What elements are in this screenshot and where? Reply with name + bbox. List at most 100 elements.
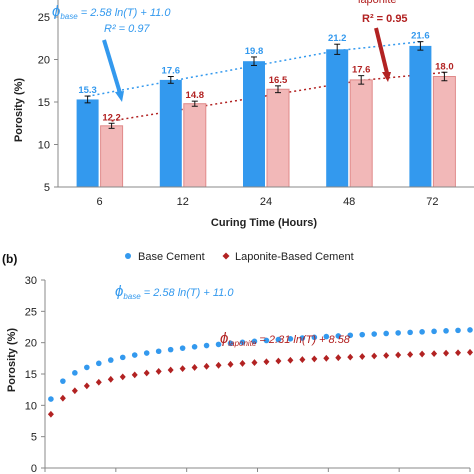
laponite-cement-point bbox=[407, 351, 414, 358]
panel-b-y-tick-label: 25 bbox=[25, 306, 37, 318]
bar-data-label: 12.2 bbox=[102, 112, 121, 123]
panel-a-lap-r2: R² = 0.95 bbox=[362, 13, 408, 25]
base-cement-point bbox=[203, 342, 210, 349]
panel-a-base-arrowhead bbox=[115, 91, 124, 102]
panel-b-y-axis-label: Porosity (%) bbox=[6, 328, 18, 393]
base-cement-bar bbox=[159, 79, 182, 187]
panel-b-lap-eq-rhs: = 2.31 ln(T) + 8.58 bbox=[256, 334, 350, 346]
laponite-cement-point bbox=[395, 351, 402, 359]
laponite-cement-point bbox=[167, 366, 174, 374]
laponite-cement-bar bbox=[349, 79, 373, 188]
laponite-cement-point bbox=[59, 394, 66, 402]
bar-data-label: 14.8 bbox=[186, 90, 205, 101]
base-trendline bbox=[87, 41, 421, 98]
panel-a-base-arrow bbox=[102, 39, 122, 94]
panel-a-y-tick-label: 25 bbox=[38, 12, 50, 24]
laponite-cement-point bbox=[323, 354, 330, 362]
bar-data-label: 21.2 bbox=[328, 33, 347, 44]
panel-a-bar-chart: 15.3 17.6 19.8 21.2 21.6 12.2 14.8 16.5 17.6 18.0… bbox=[13, 0, 474, 229]
laponite-cement-point bbox=[359, 353, 366, 360]
laponite-cement-bar bbox=[266, 88, 290, 188]
base-cement-bar bbox=[409, 45, 432, 188]
bar-data-label: 18.0 bbox=[435, 61, 454, 72]
laponite-cement-point bbox=[203, 362, 210, 370]
base-cement-point bbox=[443, 328, 449, 334]
panel-b-y-tick-label: 0 bbox=[31, 463, 37, 474]
laponite-cement-point bbox=[71, 387, 78, 395]
panel-b-lap-eq-sub: laponite bbox=[228, 339, 257, 348]
base-cement-point bbox=[143, 350, 150, 356]
laponite-cement-point bbox=[47, 410, 54, 418]
laponite-cement-point bbox=[311, 355, 318, 363]
base-cement-point bbox=[72, 370, 78, 376]
panel-a-x-tick-label: 48 bbox=[343, 196, 355, 208]
laponite-cement-point bbox=[371, 352, 378, 360]
panel-b-lap-equation: ϕlaponite = 2.31 ln(T) + 8.58 bbox=[220, 330, 351, 348]
base-cement-point bbox=[239, 339, 246, 346]
legend-laponite-marker bbox=[222, 252, 230, 260]
base-cement-point bbox=[371, 331, 378, 337]
panel-a-x-tick-label: 12 bbox=[177, 196, 189, 208]
base-cement-point bbox=[407, 329, 413, 336]
panel-b-base-eq-sub: base bbox=[123, 292, 141, 301]
base-cement-point bbox=[431, 328, 437, 335]
laponite-cement-point bbox=[419, 350, 426, 358]
laponite-cement-point bbox=[299, 356, 306, 363]
base-cement-point bbox=[191, 344, 198, 350]
laponite-cement-point bbox=[467, 348, 473, 356]
base-cement-point bbox=[311, 334, 318, 341]
legend-base-marker bbox=[125, 253, 131, 259]
panel-a-x-tick-label: 72 bbox=[426, 196, 438, 208]
laponite-cement-point bbox=[227, 360, 234, 368]
panel-b-y-tick-label: 20 bbox=[25, 338, 37, 350]
panel-a-y-tick-label: 5 bbox=[44, 182, 50, 194]
base-cement-point bbox=[323, 333, 330, 340]
bar-data-label: 16.5 bbox=[269, 75, 288, 86]
bar-data-label: 15.3 bbox=[78, 85, 97, 96]
panel-a-x-tick-label: 24 bbox=[260, 196, 272, 208]
base-cement-point bbox=[60, 378, 66, 384]
base-cement-point bbox=[347, 332, 354, 339]
bar-data-label: 21.6 bbox=[411, 31, 430, 42]
panel-b-lap-eq-symbol: ϕ bbox=[220, 330, 228, 347]
base-cement-point bbox=[119, 354, 126, 361]
laponite-cement-point bbox=[95, 378, 102, 386]
panel-a-base-eq-symbol: ϕ bbox=[52, 3, 60, 20]
laponite-cement-point bbox=[335, 354, 342, 362]
laponite-cement-point bbox=[155, 368, 162, 375]
base-cement-point bbox=[95, 360, 102, 367]
panel-b-y-tick-label: 15 bbox=[25, 369, 37, 381]
legend-laponite-label: Laponite-Based Cement bbox=[235, 251, 354, 263]
panel-a-x-axis-label: Curing Time (Hours) bbox=[211, 217, 317, 229]
base-cement-point bbox=[395, 330, 401, 336]
base-cement-point bbox=[167, 346, 174, 353]
panel-b-base-eq-rhs: = 2.58 ln(T) + 11.0 bbox=[141, 287, 235, 299]
panel-a-y-tick-label: 10 bbox=[38, 140, 50, 152]
laponite-cement-point bbox=[287, 356, 294, 364]
base-cement-point bbox=[299, 335, 306, 341]
bar-data-label: 17.6 bbox=[352, 65, 371, 76]
base-cement-point bbox=[84, 364, 90, 371]
laponite-cement-point bbox=[347, 353, 354, 361]
panel-a-base-eq-sub: base bbox=[60, 12, 78, 21]
base-cement-bar bbox=[243, 61, 265, 188]
base-cement-point bbox=[215, 341, 222, 348]
base-cement-point bbox=[155, 348, 162, 355]
laponite-cement-point bbox=[251, 359, 258, 366]
base-cement-point bbox=[335, 333, 342, 339]
laponite-cement-point bbox=[443, 349, 450, 357]
laponite-cement-point bbox=[179, 365, 186, 373]
base-cement-point bbox=[227, 340, 234, 347]
base-cement-point bbox=[263, 337, 270, 344]
base-cement-point bbox=[359, 331, 366, 338]
panel-b-label: (b) bbox=[2, 252, 17, 266]
panel-a-base-eq-rhs: = 2.58 ln(T) + 11.0 bbox=[78, 7, 172, 19]
panel-a-lap-arrowhead bbox=[382, 72, 391, 82]
panel-a-y-axis-label: Porosity (%) bbox=[13, 78, 25, 143]
base-cement-bar bbox=[76, 99, 99, 187]
bar-data-label: 17.6 bbox=[162, 66, 181, 77]
base-cement-point bbox=[179, 345, 186, 351]
laponite-cement-point bbox=[239, 360, 246, 367]
base-cement-point bbox=[287, 336, 294, 342]
